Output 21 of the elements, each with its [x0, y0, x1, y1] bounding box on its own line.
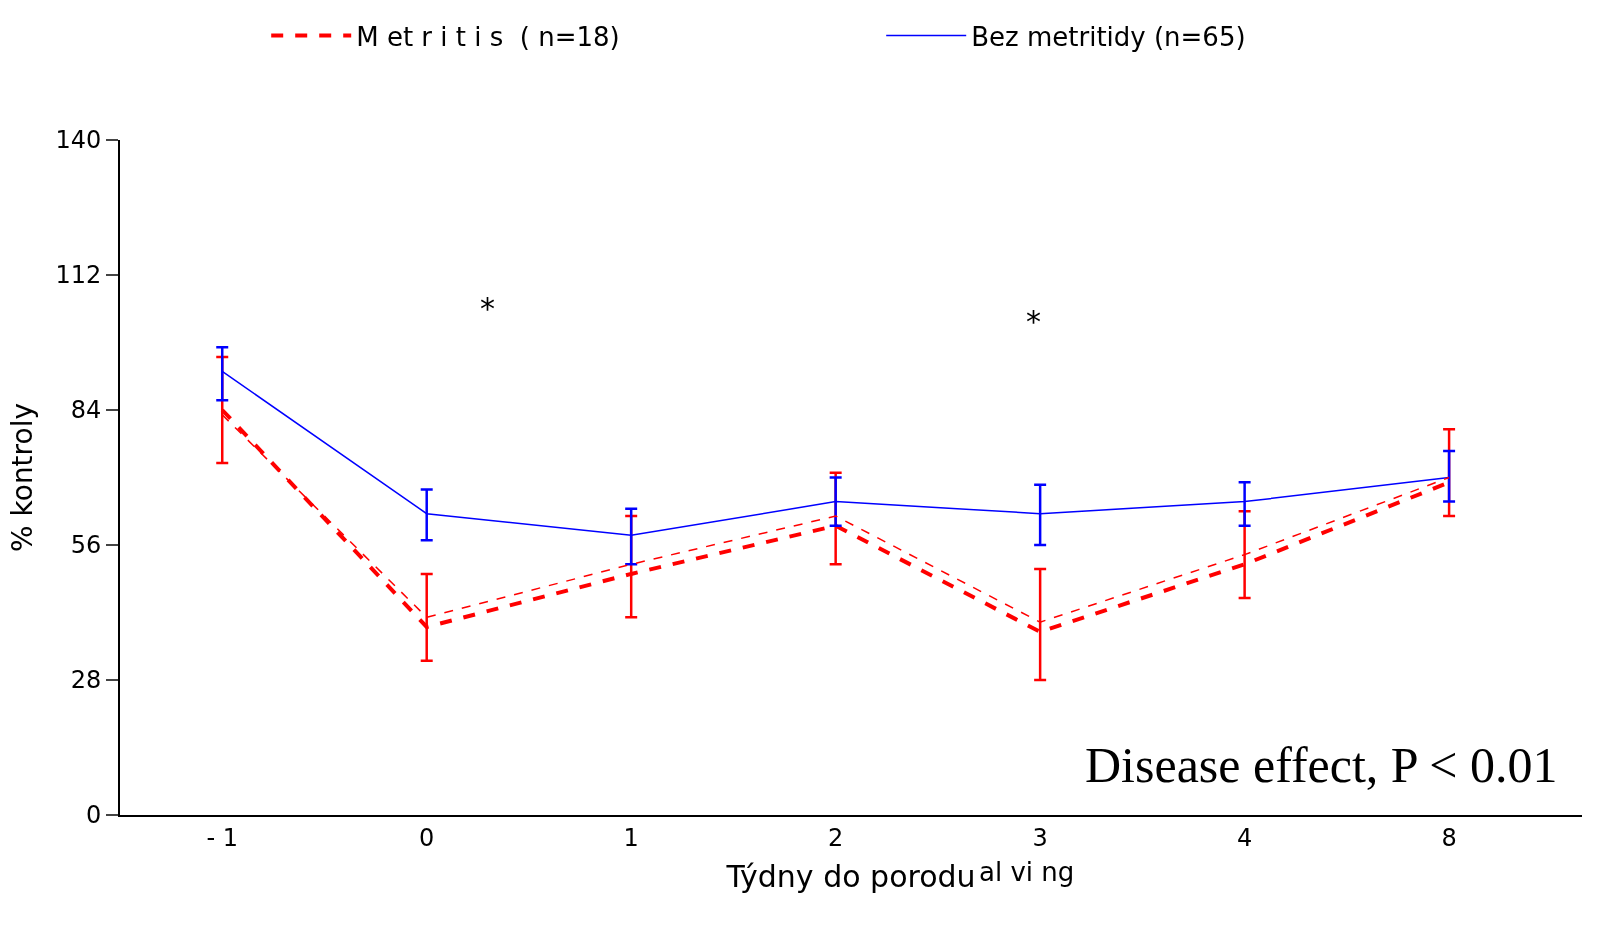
y-tick-label: 112 [55, 261, 102, 290]
y-tick-label: 0 [85, 801, 102, 830]
x-tick-label: 0 [419, 823, 435, 852]
text: al vi ng [979, 857, 1075, 887]
x-tick-label: 8 [1441, 823, 1457, 852]
x-tick-label: - 1 [206, 823, 239, 852]
y-tick-label: 56 [70, 531, 102, 560]
y-tick-label: 140 [55, 126, 102, 155]
legend-label: Bez metritidy (n=65) [971, 21, 1246, 52]
legend-label: M et r i t i s ( n=18) [356, 21, 620, 52]
x-tick-label: 1 [623, 823, 639, 852]
annotation: Disease effect, P < 0.01 [1085, 737, 1558, 793]
annotation: * [1026, 304, 1041, 339]
x-tick-label: 4 [1236, 823, 1253, 852]
annotation: * [480, 291, 495, 326]
y-tick-label: 28 [70, 666, 102, 695]
x-axis-title: Týdny do porodu [725, 858, 976, 894]
y-tick-label: 84 [70, 396, 102, 425]
y-axis-title: % kontroly [5, 403, 39, 552]
x-tick-label: 3 [1032, 823, 1048, 852]
x-tick-label: 2 [828, 823, 844, 852]
